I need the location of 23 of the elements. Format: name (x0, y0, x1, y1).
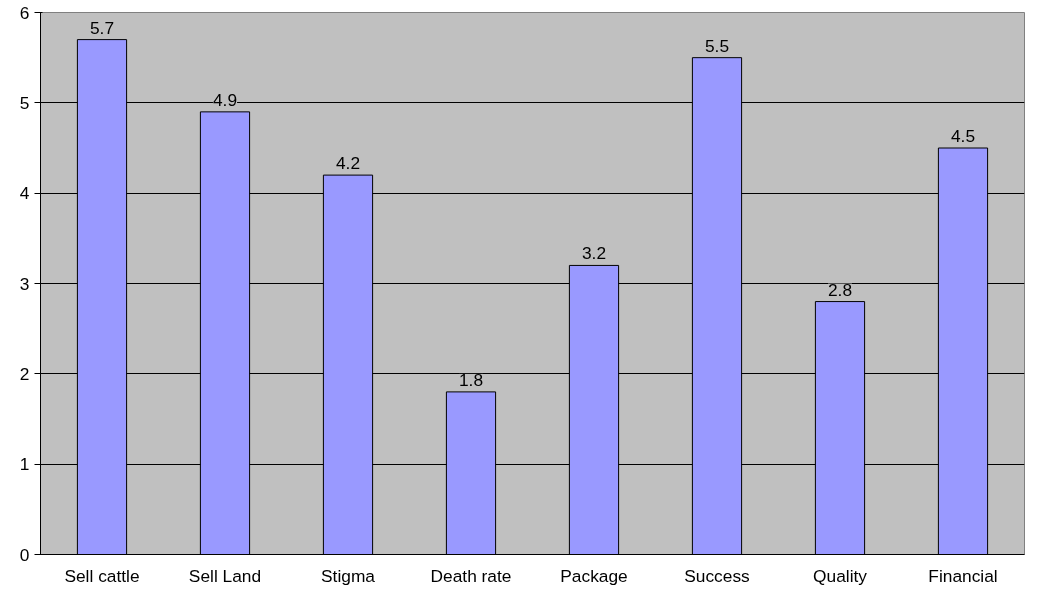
y-tick-label: 5 (19, 92, 30, 113)
x-tick-label: Quality (813, 565, 868, 586)
y-tick-label: 0 (19, 544, 30, 565)
y-tick-label: 4 (19, 183, 30, 204)
data-label: 5.5 (704, 35, 730, 56)
data-label: 4.9 (212, 89, 238, 110)
y-tick-label: 6 (19, 2, 30, 23)
x-tick-label: Sell Land (188, 565, 262, 586)
x-tick-label: Death rate (430, 565, 512, 586)
data-label: 5.7 (89, 17, 115, 38)
data-label: 4.5 (950, 126, 976, 146)
x-tick-label: Package (560, 565, 628, 586)
x-tick-label: Sell cattle (64, 565, 140, 586)
y-tick-label: 3 (19, 273, 30, 294)
data-label: 3.2 (581, 243, 607, 264)
x-tick-label: Success (684, 565, 751, 586)
x-tick-label: Financial (928, 565, 998, 586)
y-tick-label: 2 (19, 363, 30, 384)
data-label: 1.8 (458, 369, 484, 390)
data-label: 2.8 (827, 279, 853, 300)
data-label: 4.2 (335, 153, 361, 174)
y-tick-label: 1 (19, 454, 30, 475)
x-tick-label: Stigma (321, 565, 376, 586)
